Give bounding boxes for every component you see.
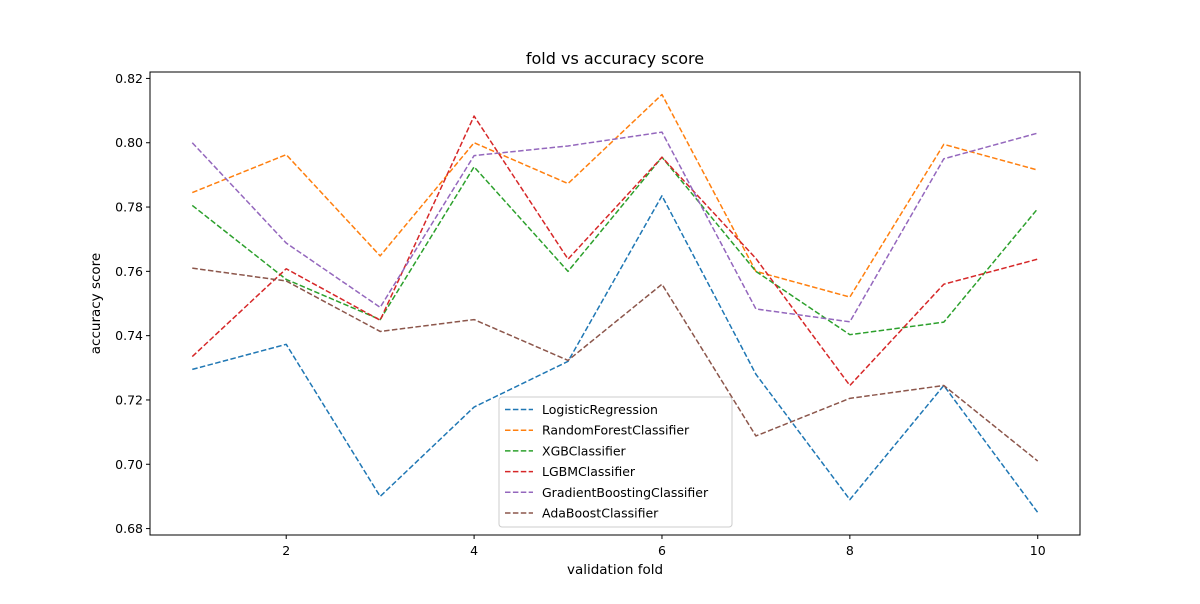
chart-title: fold vs accuracy score [526,49,704,68]
legend-label: LogisticRegression [542,402,658,417]
series-line-1 [192,195,1039,513]
series-line-6 [192,267,1039,462]
y-tick-label: 0.78 [115,200,143,215]
plot-frame [149,71,1081,536]
y-tick-label: 0.82 [115,71,143,86]
y-axis-ticks: 0.68 0.70 0.72 0.74 0.76 0.78 0.80 0.82 [115,71,150,536]
legend-label: GradientBoostingClassifier [542,485,709,500]
x-axis-ticks: 2 4 6 8 10 [282,535,1046,558]
legend-label: RandomForestClassifier [542,423,690,438]
x-tick-label: 2 [282,543,290,558]
legend-label: LGBMClassifier [542,464,636,479]
legend-label: AdaBoostClassifier [542,506,659,521]
series-line-3 [191,156,1039,336]
x-tick-label: 8 [846,543,854,558]
x-tick-label: 4 [470,543,478,558]
x-tick-label: 6 [658,543,666,558]
y-tick-label: 0.80 [115,135,143,150]
y-tick-label: 0.70 [115,457,143,472]
series-line-4 [191,115,1038,387]
legend-box [498,396,733,528]
y-tick-label: 0.68 [115,521,143,536]
legend: LogisticRegression RandomForestClassifier… [498,396,733,528]
x-tick-label: 10 [1030,543,1046,558]
plot-lines [191,93,1039,513]
series-line-5 [191,131,1038,323]
y-tick-label: 0.74 [115,328,143,343]
y-tick-label: 0.72 [115,392,143,407]
y-axis-label: accuracy score [88,253,104,354]
x-axis-label: validation fold [567,562,663,578]
legend-label: XGBClassifier [542,443,627,458]
y-tick-label: 0.76 [115,264,143,279]
